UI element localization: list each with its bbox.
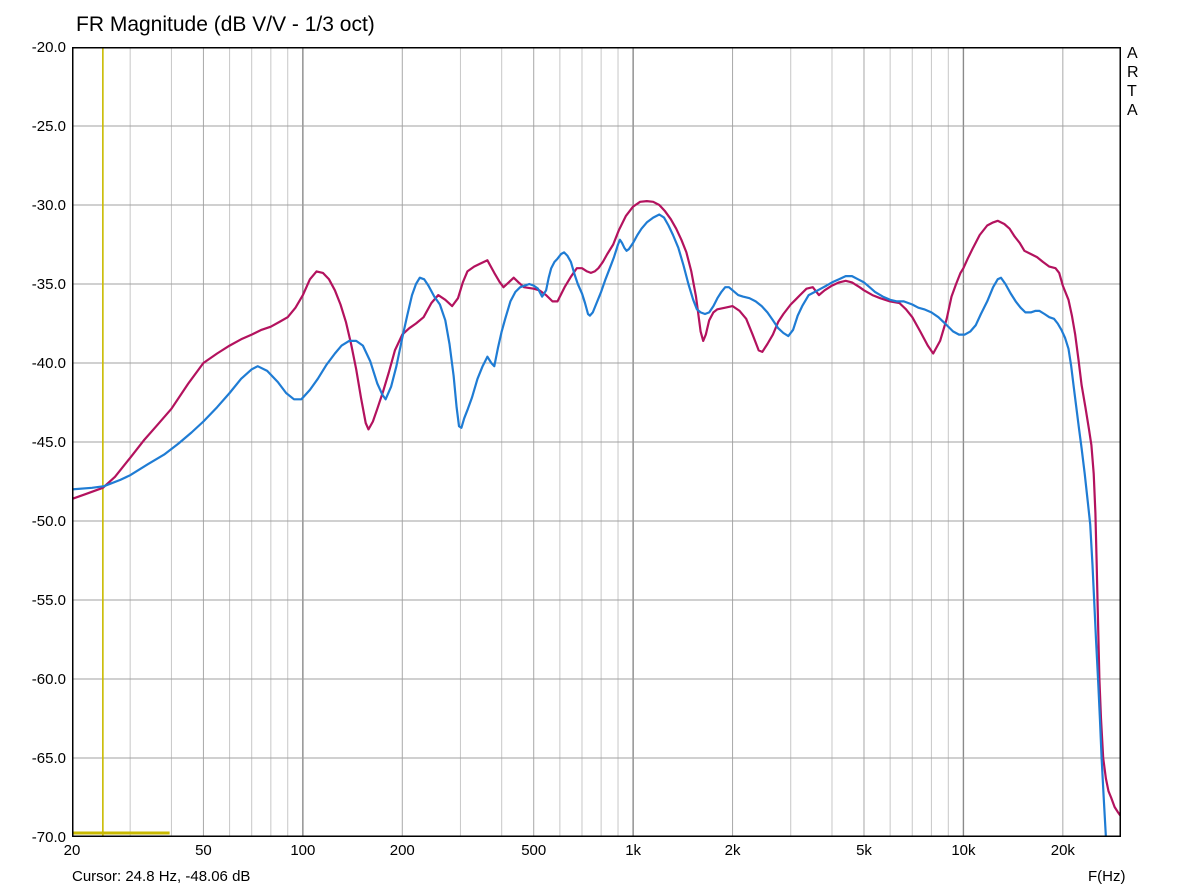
watermark-letter: A: [1127, 102, 1138, 119]
x-tick-label: 1k: [625, 842, 642, 859]
watermark-letter: A: [1127, 45, 1138, 62]
x-tick-label: 10k: [951, 842, 976, 859]
chart-title: FR Magnitude (dB V/V - 1/3 oct): [76, 13, 375, 36]
x-tick-label: 500: [521, 842, 547, 859]
y-tick-label: -45.0: [31, 434, 66, 451]
x-axis-unit-label: F(Hz): [1088, 868, 1126, 885]
y-tick-label: -55.0: [31, 592, 66, 609]
x-tick-label: 50: [195, 842, 212, 859]
x-tick-label: 100: [290, 842, 316, 859]
curve-blue: [72, 213, 1107, 837]
y-tick-label: -60.0: [31, 671, 66, 688]
y-tick-label: -40.0: [31, 355, 66, 372]
plot-border: [72, 47, 1121, 837]
y-tick-label: -70.0: [31, 829, 66, 846]
y-tick-label: -20.0: [31, 39, 66, 56]
x-tick-label: 2k: [724, 842, 741, 859]
y-tick-label: -30.0: [31, 197, 66, 214]
plot-area[interactable]: [72, 47, 1121, 837]
y-tick-label: -35.0: [31, 276, 66, 293]
x-tick-label: 20k: [1050, 842, 1075, 859]
x-tick-label: 5k: [856, 842, 872, 859]
cursor-readout: Cursor: 24.8 Hz, -48.06 dB: [72, 868, 251, 885]
x-tick-label: 200: [389, 842, 415, 859]
y-tick-label: -50.0: [31, 513, 66, 530]
y-tick-label: -25.0: [31, 118, 66, 135]
x-tick-label: 20: [63, 842, 81, 859]
watermark-letter: T: [1127, 83, 1137, 100]
curve-magenta: [72, 200, 1121, 818]
y-tick-label: -65.0: [31, 750, 66, 767]
watermark-letter: R: [1127, 64, 1139, 81]
